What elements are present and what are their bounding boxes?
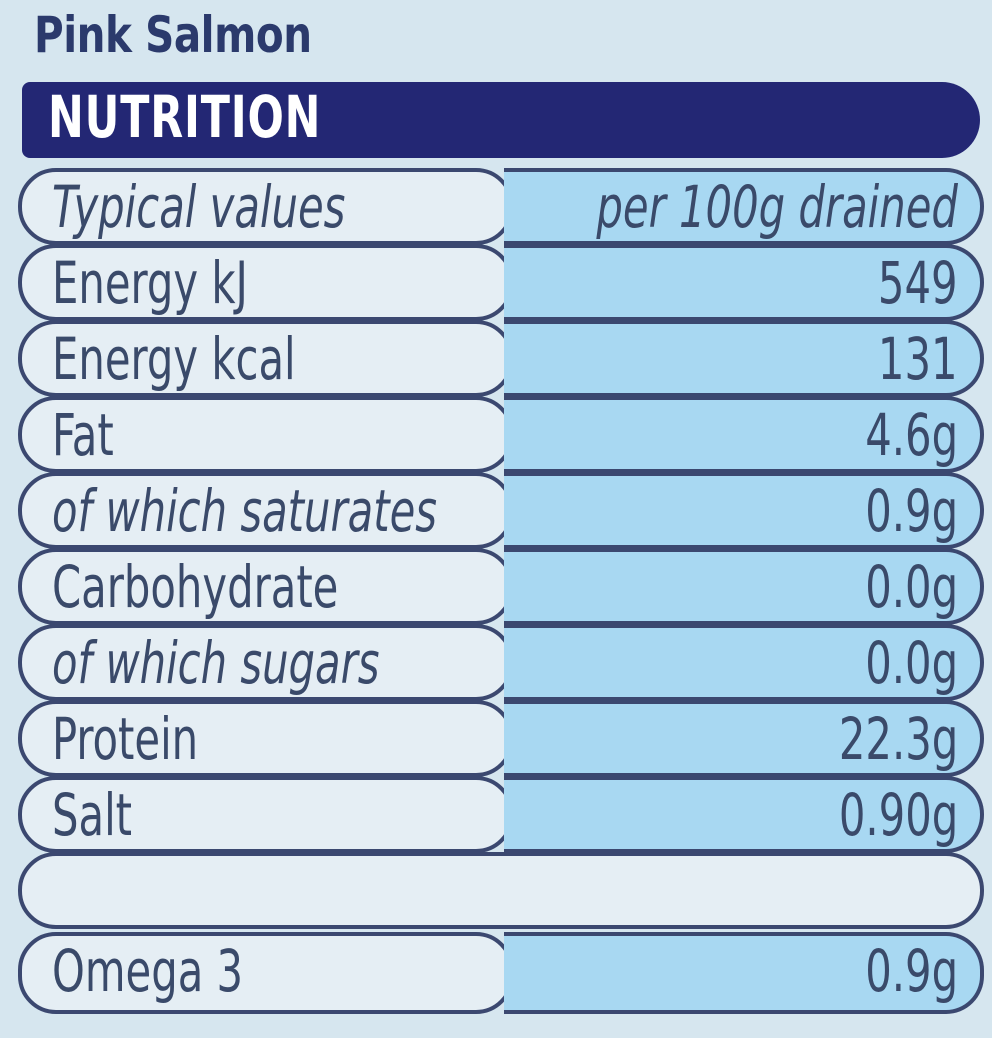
label-cell: of which sugars [18, 624, 514, 701]
row-label: Fat [52, 401, 114, 469]
table-row-omega: Omega 3 0.9g [18, 932, 984, 1014]
table-row: Energy kcal 131 [18, 320, 984, 397]
row-label: Salt [52, 781, 133, 849]
row-label: Carbohydrate [52, 553, 339, 621]
row-value: 0.0g [865, 629, 958, 697]
row-value: 0.0g [865, 553, 958, 621]
value-cell: 0.90g [504, 776, 984, 853]
row-label: Energy kcal [52, 325, 296, 393]
label-cell: of which saturates [18, 472, 514, 549]
label-cell: Carbohydrate [18, 548, 514, 625]
header-label: Typical values [52, 173, 346, 241]
label-cell: Fat [18, 396, 514, 473]
label-cell: Energy kJ [18, 244, 514, 321]
label-cell: Salt [18, 776, 514, 853]
row-value: 131 [878, 325, 958, 393]
row-value: 0.9g [865, 477, 958, 545]
nutrition-table: Typical values per 100g drained Energy k… [18, 168, 984, 1014]
table-row: Energy kJ 549 [18, 244, 984, 321]
blank-cell [18, 852, 984, 929]
table-header-row: Typical values per 100g drained [18, 168, 984, 245]
row-value: 549 [878, 249, 958, 317]
table-row: of which sugars 0.0g [18, 624, 984, 701]
table-row: Protein 22.3g [18, 700, 984, 777]
table-row: of which saturates 0.9g [18, 472, 984, 549]
table-row: Carbohydrate 0.0g [18, 548, 984, 625]
row-label: Energy kJ [52, 249, 248, 317]
value-cell: 549 [504, 244, 984, 321]
header-label-cell: Typical values [18, 168, 514, 245]
row-value: 0.90g [838, 781, 958, 849]
nutrition-banner: NUTRITION [22, 82, 980, 158]
blank-row [18, 852, 984, 929]
row-label: of which saturates [52, 477, 438, 545]
row-label: Omega 3 [52, 937, 244, 1005]
label-cell: Protein [18, 700, 514, 777]
value-cell: 0.9g [504, 472, 984, 549]
value-cell: 22.3g [504, 700, 984, 777]
nutrition-heading: NUTRITION [48, 83, 322, 151]
value-cell: 0.0g [504, 548, 984, 625]
header-value: per 100g drained [596, 173, 958, 241]
row-label: Protein [52, 705, 199, 773]
label-cell: Omega 3 [18, 932, 514, 1014]
row-label: of which sugars [52, 629, 380, 697]
value-cell: 0.0g [504, 624, 984, 701]
product-title: Pink Salmon [34, 6, 312, 64]
label-cell: Energy kcal [18, 320, 514, 397]
row-value: 4.6g [865, 401, 958, 469]
table-row: Salt 0.90g [18, 776, 984, 853]
header-value-cell: per 100g drained [504, 168, 984, 245]
value-cell: 131 [504, 320, 984, 397]
table-row: Fat 4.6g [18, 396, 984, 473]
row-value: 0.9g [865, 937, 958, 1005]
row-value: 22.3g [838, 705, 958, 773]
value-cell: 4.6g [504, 396, 984, 473]
value-cell: 0.9g [504, 932, 984, 1014]
